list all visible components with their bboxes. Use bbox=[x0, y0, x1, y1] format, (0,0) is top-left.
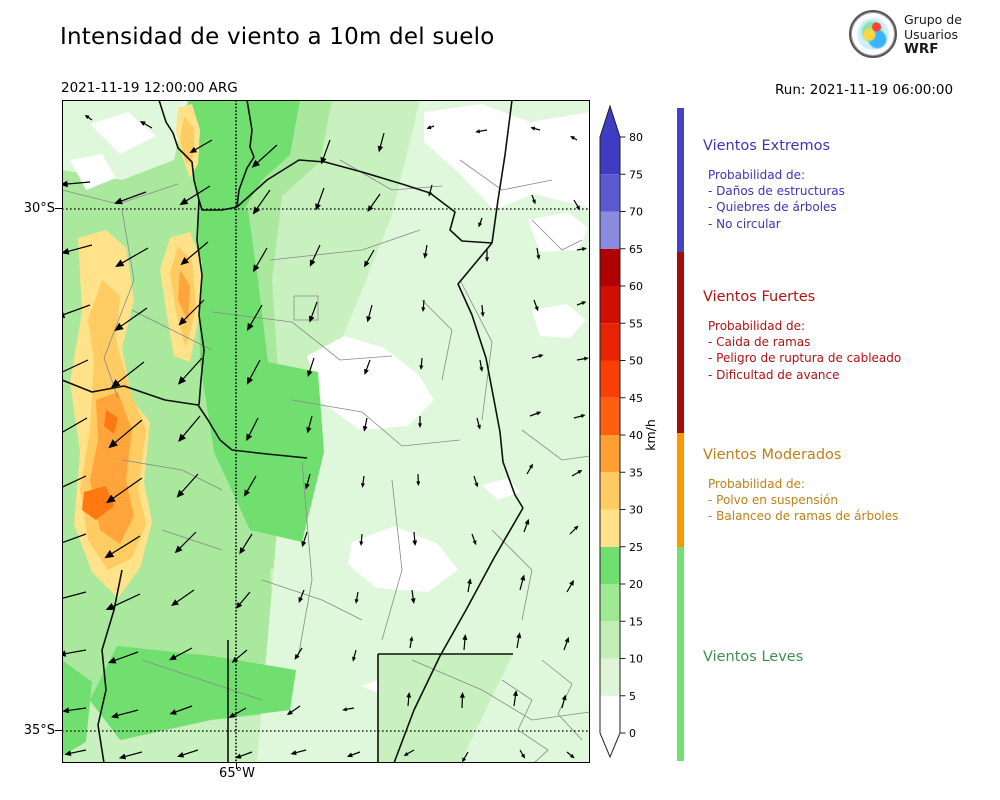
category-strip-segment bbox=[677, 252, 684, 433]
svg-text:80: 80 bbox=[629, 131, 643, 144]
svg-text:45: 45 bbox=[629, 392, 643, 405]
legend-item: - Polvo en suspensión bbox=[708, 493, 838, 508]
lat-tick-30s bbox=[55, 208, 62, 209]
legend-vientos-leves: Vientos Leves bbox=[703, 649, 988, 678]
legend-vientos-moderados: Vientos Moderados Probabilidad de: - Pol… bbox=[703, 447, 988, 525]
legend-item: - No circular bbox=[708, 216, 781, 231]
svg-text:25: 25 bbox=[629, 541, 643, 554]
legend-title: Vientos Leves bbox=[703, 649, 804, 665]
valid-time-label: 2021-11-19 12:00:00 ARG bbox=[61, 80, 238, 96]
legend-item: - Daños de estructuras bbox=[708, 184, 845, 199]
legend-item: - Dificultad de avance bbox=[708, 367, 840, 382]
svg-text:55: 55 bbox=[629, 317, 643, 330]
svg-text:5: 5 bbox=[629, 690, 636, 703]
svg-text:65: 65 bbox=[629, 243, 643, 256]
legend-title: Vientos Extremos bbox=[703, 138, 831, 154]
lat-tick-35s bbox=[55, 730, 62, 731]
svg-text:70: 70 bbox=[629, 206, 643, 219]
svg-text:40: 40 bbox=[629, 429, 643, 442]
legend-title: Vientos Fuertes bbox=[703, 289, 816, 305]
svg-text:20: 20 bbox=[629, 578, 643, 591]
legend-prob-label: Probabilidad de: bbox=[708, 319, 806, 333]
legend-vientos-extremos: Vientos Extremos Probabilidad de: - Daño… bbox=[703, 138, 988, 232]
legend-title: Vientos Moderados bbox=[703, 447, 842, 463]
logo-line-1: Grupo de bbox=[904, 11, 962, 27]
svg-text:0: 0 bbox=[629, 727, 636, 740]
legend-item: - Caida de ramas bbox=[708, 335, 811, 350]
svg-text:35: 35 bbox=[629, 466, 643, 479]
legend-item: - Quiebres de árboles bbox=[708, 200, 837, 215]
category-strip-segment bbox=[677, 547, 684, 761]
svg-text:50: 50 bbox=[629, 355, 643, 368]
svg-text:15: 15 bbox=[629, 615, 643, 628]
logo-line-3: WRF bbox=[904, 40, 939, 57]
legend-prob-label: Probabilidad de: bbox=[708, 168, 806, 182]
lat-label-30s: 30°S bbox=[23, 201, 55, 216]
svg-text:75: 75 bbox=[629, 168, 643, 181]
lon-label-65w: 65°W bbox=[219, 766, 255, 781]
wrf-globe-icon bbox=[849, 10, 897, 58]
lat-label-35s: 35°S bbox=[23, 723, 55, 738]
legend-vientos-fuertes: Vientos Fuertes Probabilidad de: - Caida… bbox=[703, 289, 988, 383]
lon-tick-65w bbox=[236, 763, 237, 769]
wrf-logo-text: Grupo de Usuarios WRF bbox=[904, 12, 962, 57]
colorbar-unit-label: km/h bbox=[643, 419, 658, 451]
wrf-logo: Grupo de Usuarios WRF bbox=[849, 10, 962, 58]
legend-item: - Balanceo de ramas de árboles bbox=[708, 509, 899, 524]
category-strip-segment bbox=[677, 108, 684, 252]
legend-item: - Peligro de ruptura de cableado bbox=[708, 351, 902, 366]
logo-line-2: Usuarios bbox=[904, 26, 959, 42]
page-title: Intensidad de viento a 10m del suelo bbox=[60, 24, 495, 50]
category-strip bbox=[677, 0, 684, 800]
legend-prob-label: Probabilidad de: bbox=[708, 477, 806, 491]
colorbar: 0 5 10 15 20 25 30 35 40 45 50 55 60 65 70 75 80 km/h bbox=[599, 104, 658, 759]
category-strip-segment bbox=[677, 433, 684, 547]
svg-text:10: 10 bbox=[629, 653, 643, 666]
wind-intensity-map bbox=[62, 100, 590, 763]
run-label: Run: 2021-11-19 06:00:00 bbox=[775, 82, 954, 98]
svg-text:30: 30 bbox=[629, 504, 643, 517]
svg-text:60: 60 bbox=[629, 280, 643, 293]
